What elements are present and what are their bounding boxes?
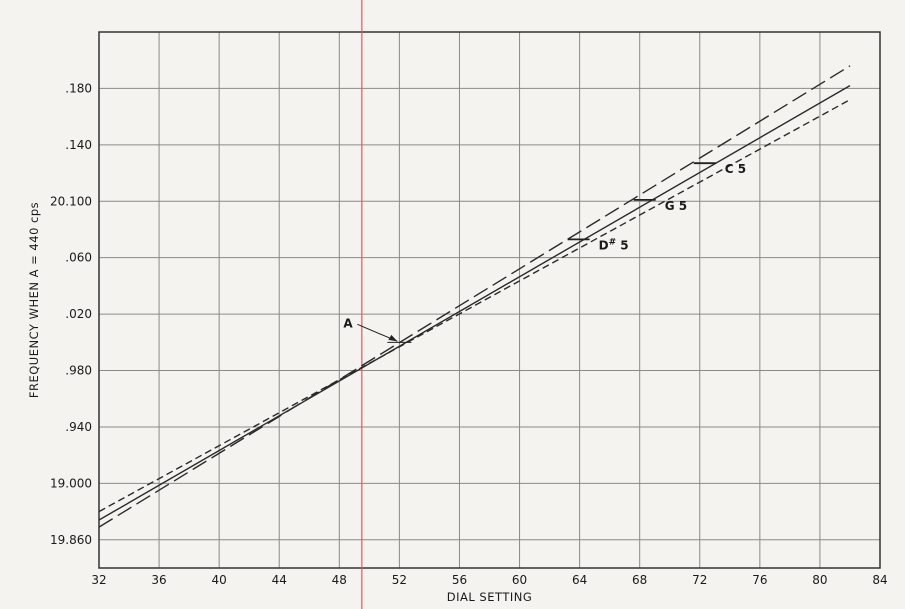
y-axis-title: FREQUENCY WHEN A = 440 cps (27, 202, 41, 398)
x-tick-label: 48 (332, 573, 347, 587)
y-tick-label: .180 (65, 81, 92, 95)
y-tick-label: .140 (65, 138, 92, 152)
annotation-a: A (343, 316, 353, 330)
x-tick-label: 76 (752, 573, 767, 587)
y-tick-label: .940 (65, 420, 92, 434)
x-tick-label: 72 (692, 573, 707, 587)
x-tick-label: 60 (512, 573, 527, 587)
x-tick-labels: 32 36 40 44 48 52 56 60 64 68 72 76 80 84 (91, 573, 887, 587)
series-line-solid (98, 84, 851, 521)
x-axis-title: DIAL SETTING (447, 590, 533, 604)
x-tick-label: 84 (872, 573, 887, 587)
x-tick-label: 68 (632, 573, 647, 587)
annotation-label: C 5 (725, 162, 746, 176)
annotation-label: D# 5 (599, 237, 629, 252)
series-group (98, 65, 851, 528)
y-tick-label: .020 (65, 307, 92, 321)
y-tick-label: 20.100 (50, 194, 92, 208)
x-tick-label: 52 (392, 573, 407, 587)
grid (98, 32, 881, 568)
y-tick-labels: 19.860 19.000 .940 .980 .020 .060 20.100 .140 .1… (50, 81, 92, 546)
y-tick-label: .060 (65, 251, 92, 265)
series-line-long-dash (98, 65, 851, 528)
x-tick-label: 44 (272, 573, 287, 587)
y-tick-label: 19.860 (50, 533, 92, 547)
arrowhead-a (388, 334, 398, 342)
x-tick-label: 36 (151, 573, 166, 587)
x-tick-label: 32 (91, 573, 106, 587)
plot-frame (98, 31, 881, 569)
x-tick-label: 64 (572, 573, 587, 587)
x-tick-label: 80 (812, 573, 827, 587)
y-tick-label: 19.000 (50, 476, 92, 490)
annotation-label: G 5 (665, 199, 687, 213)
x-tick-label: 56 (452, 573, 467, 587)
annotations-group: A D# 5 G 5 C 5 (343, 162, 746, 343)
y-tick-label: .980 (65, 364, 92, 378)
x-tick-label: 40 (212, 573, 227, 587)
